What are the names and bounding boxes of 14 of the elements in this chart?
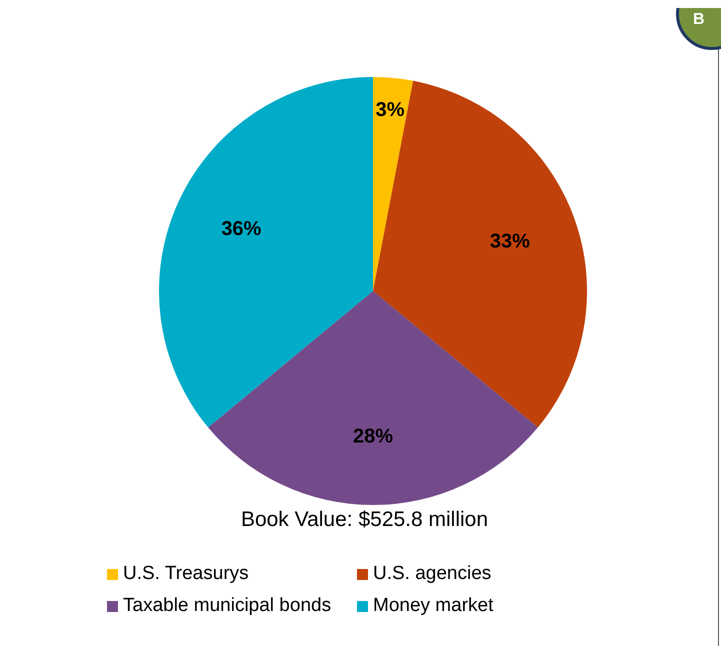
legend-label: U.S. agencies <box>373 563 492 585</box>
legend-label: U.S. Treasurys <box>123 563 249 585</box>
data-label: 28% <box>352 426 394 448</box>
data-label: 33% <box>490 230 530 253</box>
legend-label: Money market <box>373 595 494 617</box>
pie-slice <box>159 77 373 428</box>
text: Book Value: $525.8 million <box>240 508 490 532</box>
legend-label: Taxable municipal bonds <box>123 595 332 617</box>
tab-badge: B <box>676 8 721 50</box>
pie-slice <box>373 80 587 428</box>
pie-slice <box>208 291 538 505</box>
data-label: 3% <box>376 98 405 121</box>
data-label: 36% <box>221 218 262 240</box>
pie-slice <box>373 77 414 291</box>
